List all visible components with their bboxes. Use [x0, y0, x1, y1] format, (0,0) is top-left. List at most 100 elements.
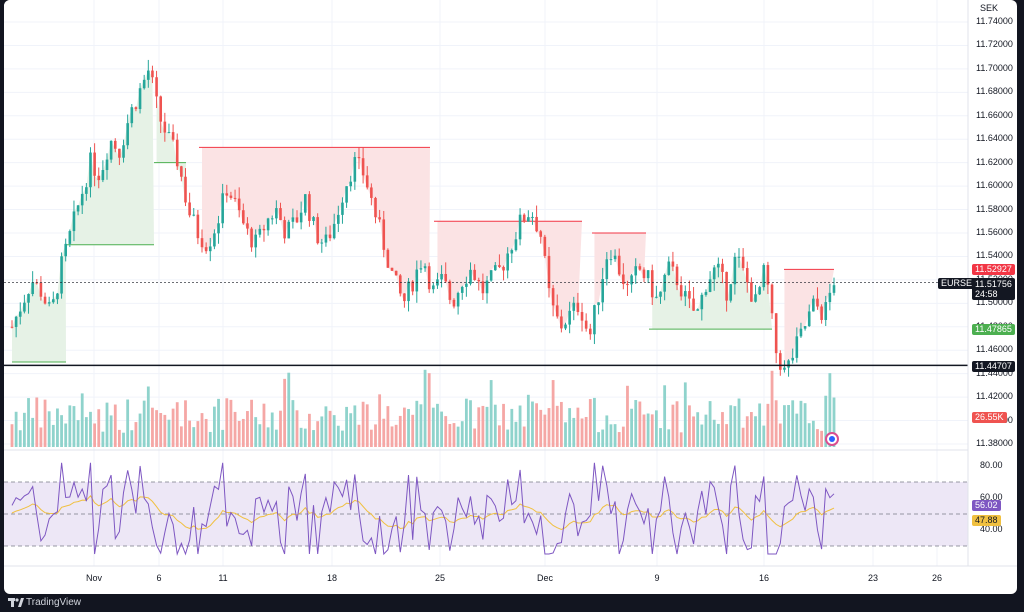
candle-body: [221, 193, 224, 224]
volume-bar: [155, 410, 158, 447]
volume-bar: [113, 404, 117, 447]
candle-body: [551, 288, 555, 306]
volume-bar: [10, 424, 14, 447]
candle-body: [729, 284, 733, 301]
supertrend-band: [784, 269, 834, 368]
candle-body: [163, 121, 167, 133]
volume-bar: [345, 406, 348, 447]
volume-bar: [246, 411, 249, 447]
volume-bar: [382, 418, 386, 447]
candle-body: [299, 212, 303, 223]
volume-bar: [514, 421, 518, 447]
candle-body: [332, 223, 336, 239]
candle-body: [242, 210, 245, 224]
volume-bar: [824, 395, 828, 447]
candle-body: [733, 256, 737, 285]
volume-bar: [250, 399, 253, 447]
candle-body: [498, 265, 501, 267]
candle-body: [196, 214, 200, 239]
candle-body: [456, 292, 460, 307]
chart-canvas[interactable]: [4, 0, 1017, 594]
candle-body: [167, 132, 171, 134]
candle-body: [370, 187, 373, 198]
volume-bar: [151, 407, 154, 447]
volume-bar: [283, 378, 287, 447]
volume-bar: [675, 401, 679, 447]
volume-bar: [72, 406, 76, 447]
indicator-settings-icon[interactable]: [825, 432, 839, 446]
candle-body: [493, 265, 497, 271]
price-axis-label: 11.70000: [976, 62, 1013, 73]
volume-bar: [287, 372, 291, 447]
candle-body: [188, 202, 191, 216]
candle-body: [113, 140, 117, 149]
volume-bar: [163, 414, 167, 447]
volume-bar: [555, 405, 559, 447]
volume-bar: [14, 411, 18, 447]
candle-body: [262, 228, 266, 231]
footer-bar: [0, 594, 1024, 612]
candle-body: [97, 175, 101, 181]
candle-body: [200, 238, 204, 248]
time-axis-label: 23: [867, 573, 878, 583]
candles: [10, 59, 836, 377]
volume-bar: [531, 401, 534, 447]
volume-bar: [47, 411, 51, 447]
volume-bar: [617, 432, 621, 447]
candle-body: [118, 148, 121, 158]
candle-body: [807, 311, 811, 327]
volume-bar: [419, 404, 423, 447]
candle-body: [816, 298, 819, 307]
candle-body: [655, 296, 658, 298]
countdown: 24:58: [975, 289, 998, 299]
candle-body: [89, 152, 92, 188]
candle-body: [85, 187, 88, 194]
volume-bar: [754, 416, 757, 447]
candle-body: [316, 217, 319, 244]
volume-bar: [654, 410, 658, 447]
volume-bar: [142, 400, 146, 447]
candle-body: [741, 256, 745, 269]
tradingview-brand[interactable]: TradingView: [26, 597, 82, 608]
candle-body: [576, 302, 580, 313]
volume-bar: [712, 419, 716, 447]
last-price-value: 11.51756: [975, 279, 1012, 289]
tradingview-logo-icon[interactable]: [8, 597, 24, 608]
volume-bar: [725, 424, 729, 447]
candle-body: [254, 234, 258, 248]
volume-bar: [584, 416, 588, 447]
supertrend-band: [202, 147, 430, 302]
rsi-ma-line: [11, 494, 835, 531]
candle-body: [774, 313, 778, 354]
volume-bar: [733, 406, 737, 447]
volume-bar: [766, 403, 770, 447]
volume-bar: [122, 432, 125, 447]
volume-bar: [564, 422, 567, 447]
rsi-axis-label: 40.00: [980, 524, 1003, 534]
volume-bar: [795, 413, 799, 447]
volume-bar: [778, 423, 782, 447]
candle-body: [208, 246, 212, 252]
candle-body: [403, 293, 406, 302]
volume-bar: [374, 424, 377, 447]
volume-bar: [324, 406, 328, 447]
volume-bar: [184, 400, 187, 447]
horizontal-line-tag: 11.44707: [972, 361, 1015, 372]
volume-bar: [84, 417, 88, 447]
volume-bar: [510, 408, 514, 447]
volume-bar: [613, 424, 617, 447]
volume-bar: [787, 405, 790, 447]
candle-body: [14, 316, 18, 327]
candle-body: [138, 88, 142, 110]
candle-body: [828, 292, 832, 303]
volume-bar: [341, 430, 344, 447]
volume-bar: [431, 407, 435, 447]
candle-body: [64, 243, 67, 257]
candle-body: [349, 181, 353, 187]
chart-frame[interactable]: SEK 11.74000 11.72000 11.70000 11.68000 11.6…: [4, 0, 1017, 594]
volume-bar: [270, 412, 274, 447]
candle-body: [465, 283, 468, 287]
volume-bar: [192, 427, 196, 447]
candle-body: [783, 367, 786, 370]
candle-body: [725, 271, 728, 301]
